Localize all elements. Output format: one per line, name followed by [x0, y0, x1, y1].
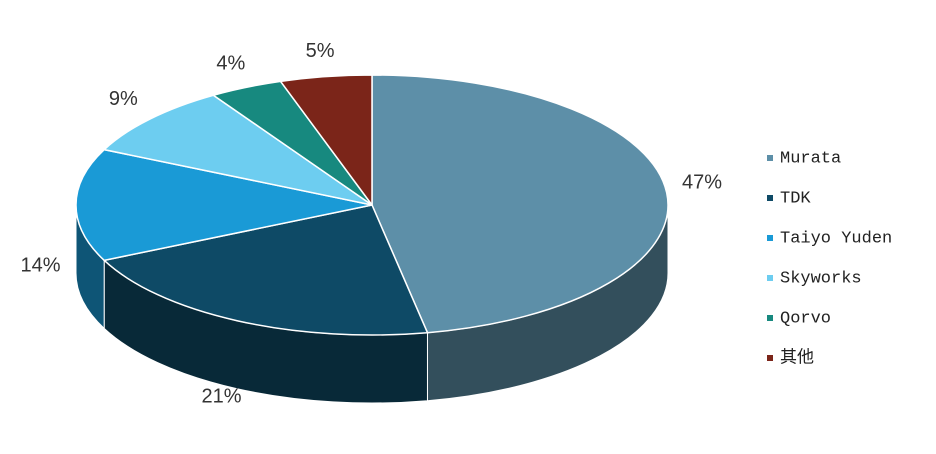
legend-label: Murata — [780, 149, 841, 168]
legend-swatch — [767, 235, 773, 241]
data-label: 5% — [306, 40, 335, 62]
legend-label: 其他 — [780, 347, 814, 368]
slice — [102, 94, 373, 206]
legend-swatch — [767, 155, 773, 161]
legend-swatch — [767, 195, 773, 201]
legend-swatch — [767, 275, 773, 281]
legend-label: TDK — [780, 189, 811, 208]
legend-swatch — [767, 315, 773, 321]
slice — [371, 74, 669, 334]
legend-label: Skyworks — [780, 269, 862, 288]
slice — [102, 204, 429, 336]
slice — [75, 148, 373, 262]
slice — [279, 74, 373, 208]
data-label: 47% — [682, 171, 722, 193]
data-label: 14% — [20, 254, 60, 276]
data-label: 4% — [216, 52, 245, 74]
legend-swatch — [767, 355, 773, 361]
legend-label: Taiyo Yuden — [780, 229, 892, 248]
legend-label: Qorvo — [780, 309, 831, 328]
data-label: 9% — [109, 88, 138, 110]
data-label: 21% — [201, 385, 241, 407]
